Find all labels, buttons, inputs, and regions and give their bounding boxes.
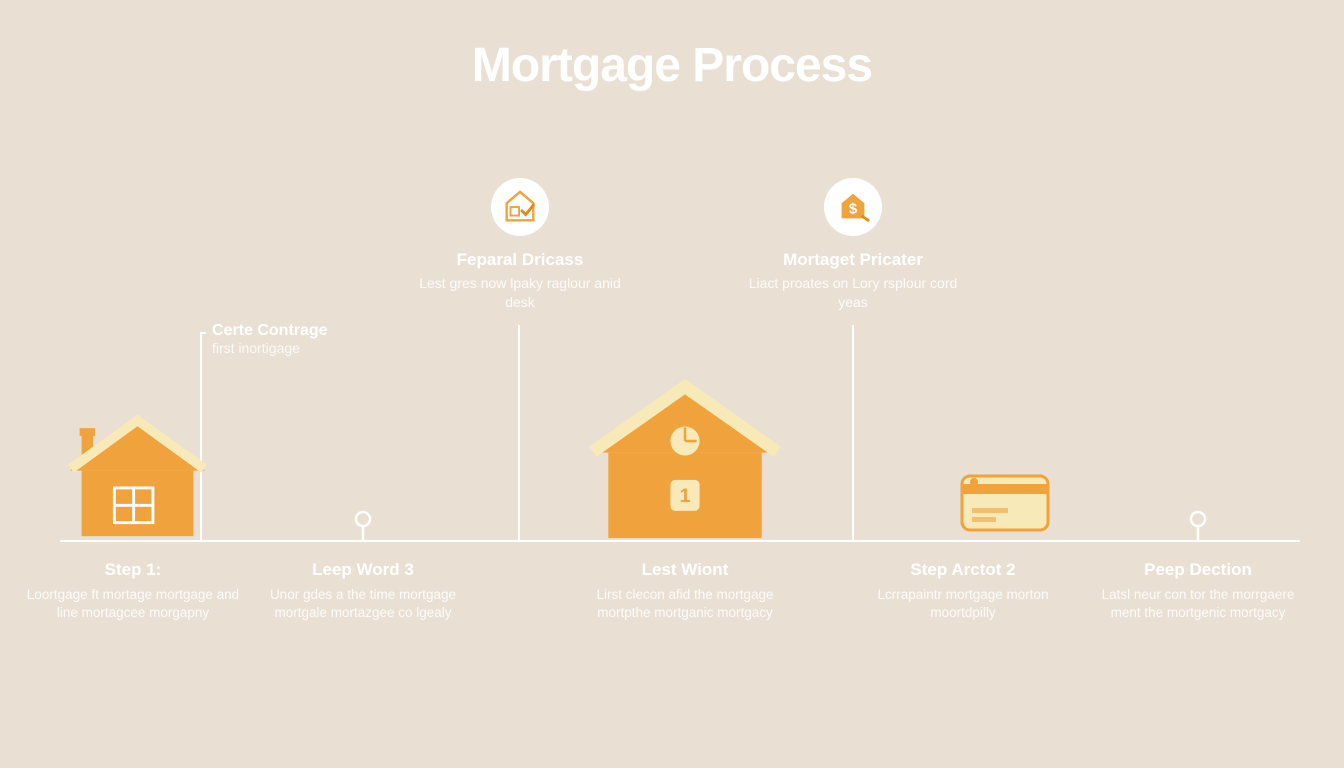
house-check-icon — [491, 178, 549, 236]
step-title: Peep Dection — [1088, 560, 1308, 580]
timeline-marker — [353, 510, 373, 547]
callout-connector — [852, 325, 854, 540]
step-step4: Step Arctot 2 Lcrrapaintr mortgage morto… — [853, 560, 1073, 622]
callout-connector — [518, 325, 520, 540]
side-label-title: Certe Contrage — [212, 322, 328, 340]
step-step3: Lest Wiont Lirst clecon afid the mortgag… — [575, 560, 795, 622]
top-callout-feparal: Feparal Dricass Lest gres now lpaky ragl… — [405, 178, 635, 312]
step-title: Step Arctot 2 — [853, 560, 1073, 580]
svg-text:$: $ — [849, 201, 858, 218]
step-title: Leep Word 3 — [253, 560, 473, 580]
side-label: Certe Contrage first inortigage — [212, 322, 328, 356]
step-title: Step 1: — [23, 560, 243, 580]
dollar-house-icon: $ — [824, 178, 882, 236]
callout-subtitle: Lest gres now lpaky raglour anid desk — [405, 274, 635, 312]
step-description: Lirst clecon afid the mortgage mortpthe … — [575, 586, 795, 622]
callout-title: Feparal Dricass — [405, 250, 635, 270]
svg-text:1: 1 — [680, 485, 691, 507]
step-step5: Peep Dection Latsl neur con tor the morr… — [1088, 560, 1308, 622]
step-description: Loortgage ft mortage mortgage and line m… — [23, 586, 243, 622]
side-label-subtitle: first inortigage — [212, 340, 328, 356]
step-description: Latsl neur con tor the morrgaere ment th… — [1088, 586, 1308, 622]
step-description: Lcrrapaintr mortgage morton moortdpilly — [853, 586, 1073, 622]
timeline-marker — [1188, 510, 1208, 547]
step-step2: Leep Word 3 Unor gdes a the time mortgag… — [253, 560, 473, 622]
top-callout-mortaget: $ Mortaget Pricater Liact proates on Lor… — [738, 178, 968, 312]
house-large-illustration: 1 — [580, 375, 790, 545]
callout-subtitle: Liact proates on Lory rsplour cord yeas — [738, 274, 968, 312]
step-title: Lest Wiont — [575, 560, 795, 580]
card-illustration — [960, 474, 1050, 537]
step-step1: Step 1: Loortgage ft mortage mortgage an… — [23, 560, 243, 622]
callout-title: Mortaget Pricater — [738, 250, 968, 270]
step-description: Unor gdes a the time mortgage mortgale m… — [253, 586, 473, 622]
page-title: Mortgage Process — [0, 38, 1344, 93]
house-small-illustration — [60, 405, 215, 545]
